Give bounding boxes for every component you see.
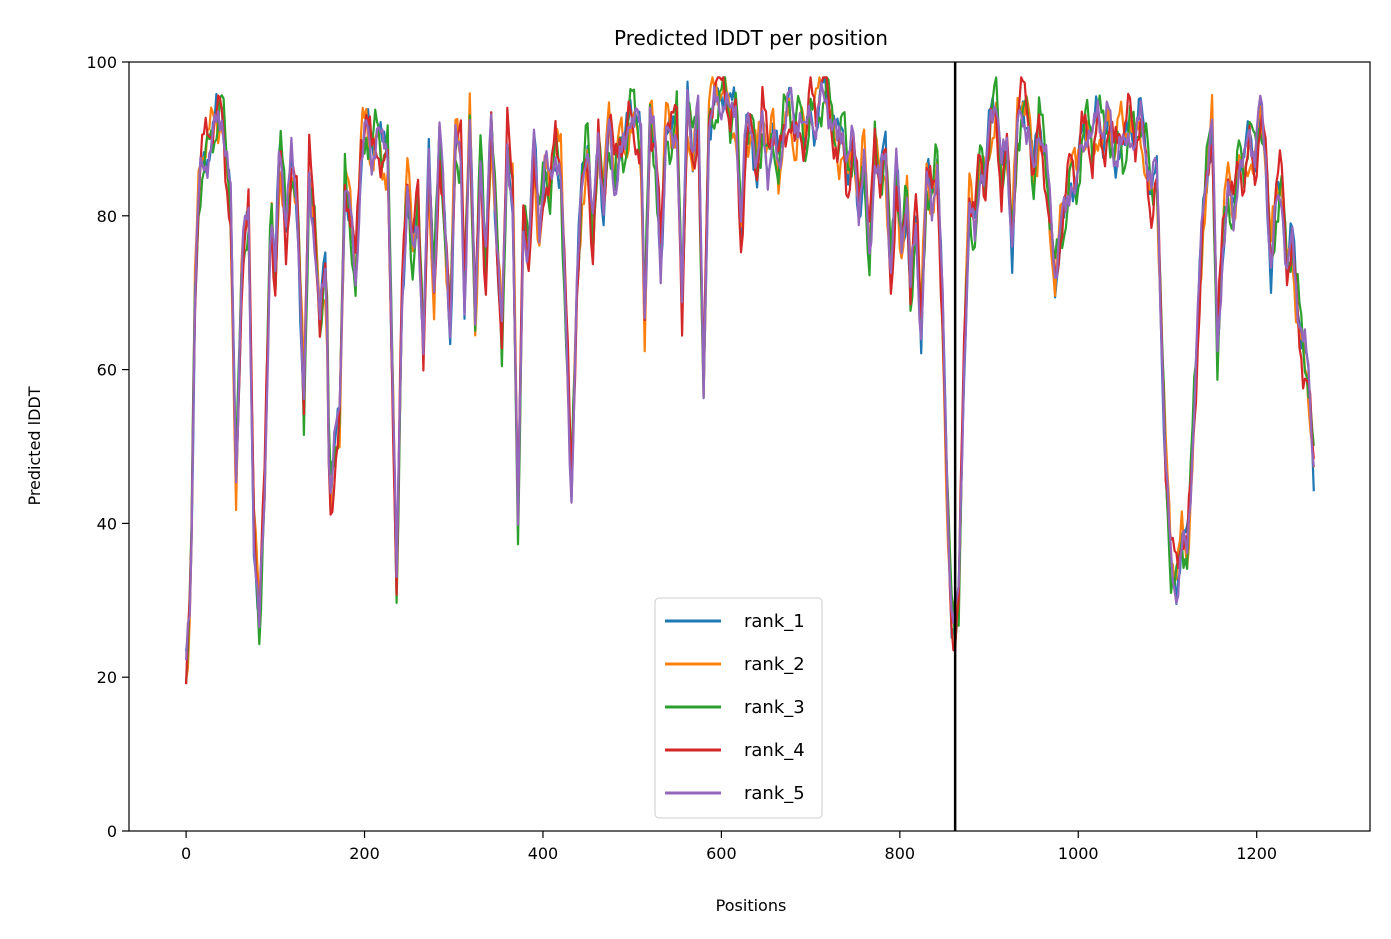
x-tick-label: 200 xyxy=(349,844,380,863)
legend-label-rank_5: rank_5 xyxy=(744,783,805,804)
series-layer xyxy=(185,76,1315,685)
legend-label-rank_3: rank_3 xyxy=(744,697,805,718)
plot-area xyxy=(128,61,1371,832)
chart-title: Predicted lDDT per position xyxy=(614,26,888,50)
x-tick-label: 600 xyxy=(706,844,737,863)
y-tick-label: 40 xyxy=(97,514,117,533)
y-tick-label: 20 xyxy=(97,668,117,687)
x-tick-label: 400 xyxy=(528,844,559,863)
y-tick-label: 60 xyxy=(97,361,117,380)
legend-label-rank_2: rank_2 xyxy=(744,654,805,675)
series-line-rank_4 xyxy=(185,76,1315,685)
x-axis-ticks: 0 200 400 600 800 1000 1200 xyxy=(181,831,1277,863)
x-tick-label: 1000 xyxy=(1058,844,1099,863)
legend-box xyxy=(654,597,823,819)
y-axis-label: Predicted lDDT xyxy=(25,386,44,505)
y-tick-label: 100 xyxy=(86,53,117,72)
series-line-rank_5 xyxy=(185,81,1315,661)
x-axis-label: Positions xyxy=(716,896,787,915)
legend-label-rank_4: rank_4 xyxy=(744,740,805,761)
y-tick-label: 0 xyxy=(107,822,117,841)
plot-frame xyxy=(128,61,1371,832)
y-axis-ticks: 0 20 40 60 80 100 xyxy=(86,53,129,841)
x-tick-label: 0 xyxy=(181,844,191,863)
x-tick-label: 800 xyxy=(885,844,916,863)
legend: rank_1 rank_2 rank_3 rank_4 rank_5 xyxy=(654,597,823,819)
x-tick-label: 1200 xyxy=(1236,844,1277,863)
y-tick-label: 80 xyxy=(97,207,117,226)
legend-label-rank_1: rank_1 xyxy=(744,611,805,632)
